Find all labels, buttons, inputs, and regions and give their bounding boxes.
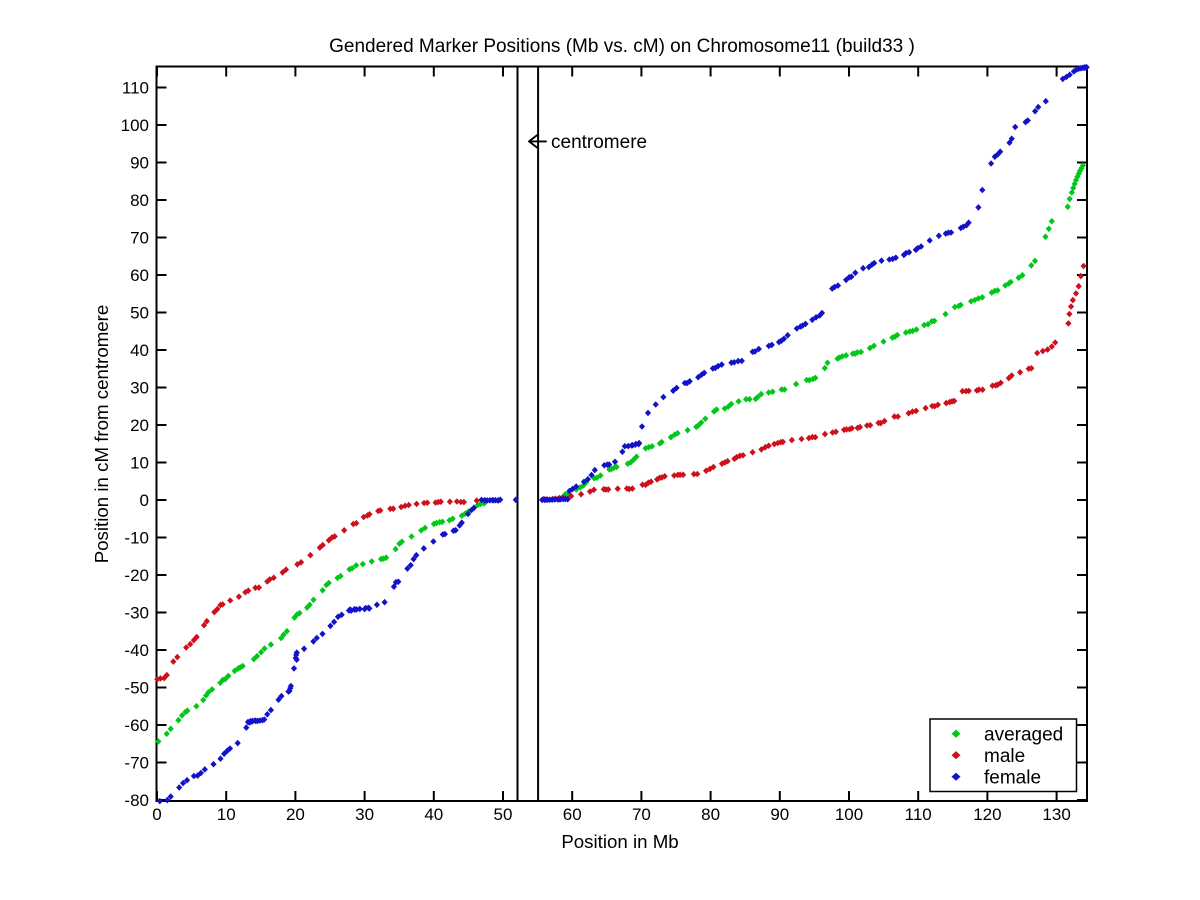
svg-text:70: 70 xyxy=(130,229,149,248)
svg-text:centromere: centromere xyxy=(551,132,647,153)
svg-text:80: 80 xyxy=(130,191,149,210)
svg-text:-20: -20 xyxy=(124,566,149,585)
svg-text:130: 130 xyxy=(1042,805,1070,824)
svg-text:70: 70 xyxy=(632,805,651,824)
svg-text:50: 50 xyxy=(130,304,149,323)
svg-text:-70: -70 xyxy=(124,754,149,773)
svg-text:0: 0 xyxy=(152,805,161,824)
svg-text:110: 110 xyxy=(122,79,149,98)
svg-text:10: 10 xyxy=(130,454,149,473)
svg-text:-10: -10 xyxy=(124,529,149,548)
svg-text:100: 100 xyxy=(121,116,149,135)
svg-text:40: 40 xyxy=(424,805,443,824)
svg-text:-40: -40 xyxy=(124,641,149,660)
svg-text:50: 50 xyxy=(494,805,513,824)
svg-text:-30: -30 xyxy=(124,604,149,623)
svg-text:averaged: averaged xyxy=(984,725,1063,746)
svg-text:Position in cM from centromere: Position in cM from centromere xyxy=(91,305,112,564)
svg-text:Position in Mb: Position in Mb xyxy=(561,831,678,852)
svg-text:20: 20 xyxy=(130,416,149,435)
svg-text:110: 110 xyxy=(905,805,932,824)
svg-text:40: 40 xyxy=(130,341,149,360)
svg-text:10: 10 xyxy=(217,805,236,824)
svg-text:80: 80 xyxy=(701,805,720,824)
svg-text:Gendered Marker Positions (Mb: Gendered Marker Positions (Mb vs. cM) on… xyxy=(329,36,915,57)
svg-text:30: 30 xyxy=(130,379,149,398)
svg-text:female: female xyxy=(984,768,1041,789)
svg-text:100: 100 xyxy=(835,805,863,824)
svg-text:60: 60 xyxy=(563,805,582,824)
svg-text:60: 60 xyxy=(130,266,149,285)
svg-text:-60: -60 xyxy=(124,716,149,735)
svg-text:male: male xyxy=(984,746,1025,767)
svg-text:90: 90 xyxy=(770,805,789,824)
svg-text:-50: -50 xyxy=(124,679,149,698)
svg-text:120: 120 xyxy=(973,805,1001,824)
svg-text:-80: -80 xyxy=(124,791,149,810)
svg-text:30: 30 xyxy=(355,805,374,824)
svg-text:90: 90 xyxy=(130,154,149,173)
svg-text:0: 0 xyxy=(140,491,149,510)
svg-text:20: 20 xyxy=(286,805,305,824)
